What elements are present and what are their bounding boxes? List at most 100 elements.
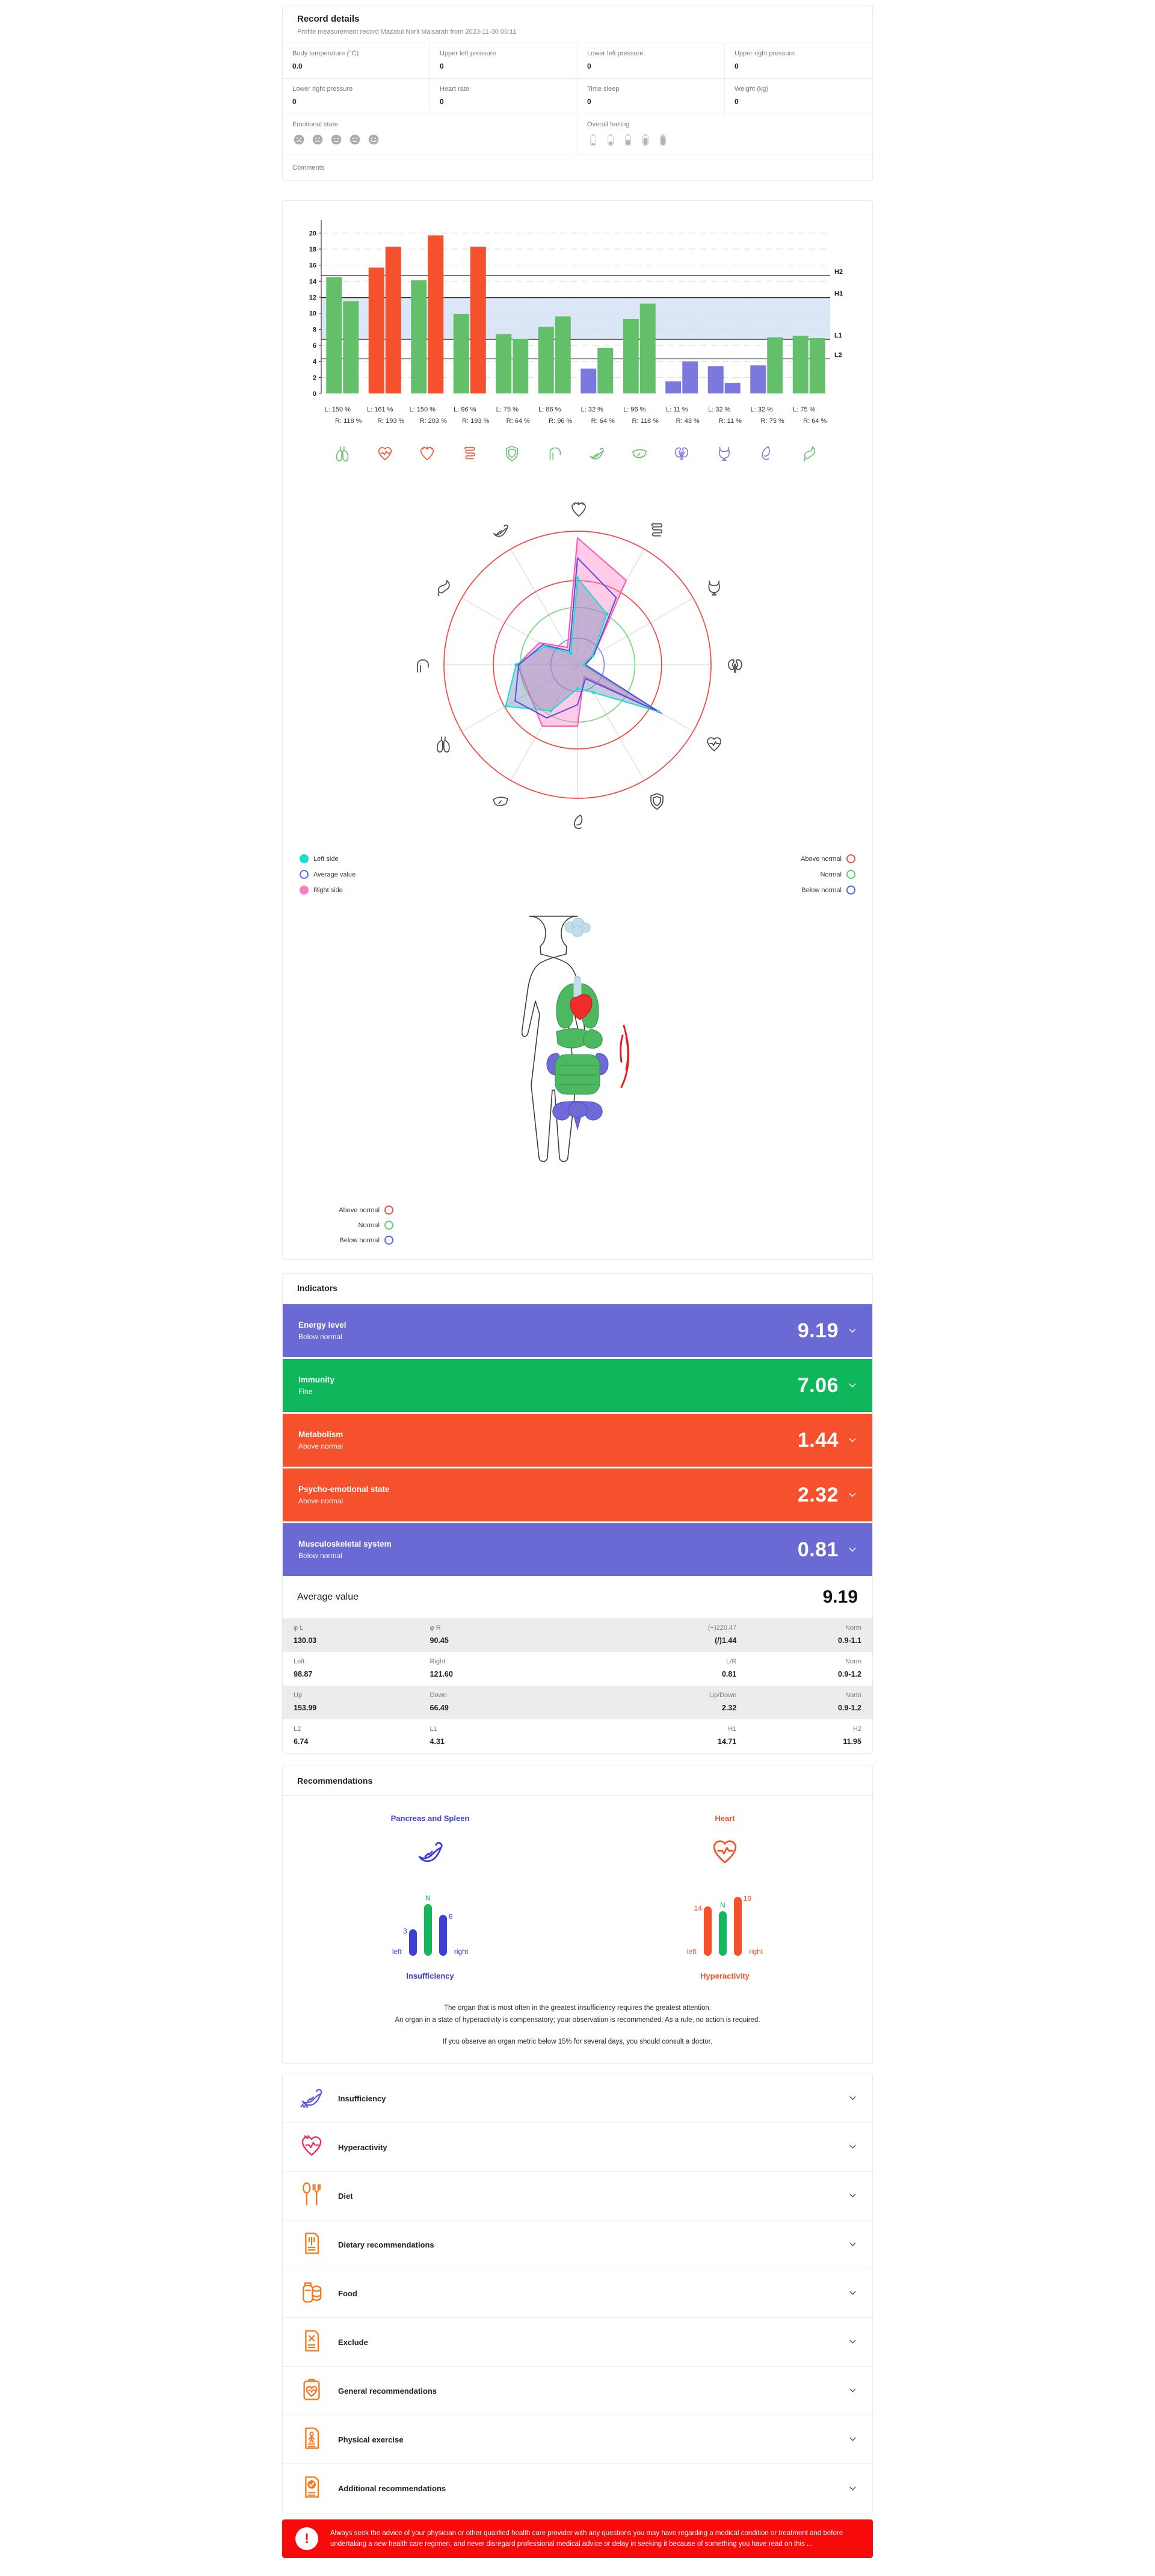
accordion-item-hyperactivity[interactable]: Hyperactivity bbox=[283, 2123, 872, 2172]
accordion-item-additional-recommendations[interactable]: Additional recommendations bbox=[283, 2464, 872, 2513]
chevron-down-icon[interactable] bbox=[849, 2337, 857, 2347]
accordion-item-insufficiency[interactable]: Insufficiency bbox=[283, 2074, 872, 2124]
indicator-row-immunity[interactable]: Immunity Fine 7.06 bbox=[283, 1359, 872, 1412]
svg-text:R: 96 %: R: 96 % bbox=[549, 418, 572, 425]
recommendation-organ-column: Pancreas and Spleen left 3 N 6 right Insuffici… bbox=[283, 1814, 578, 1980]
indicator-row-psycho-emotional-state[interactable]: Psycho-emotional state Above normal 2.32 bbox=[283, 1468, 872, 1521]
battery-60-icon[interactable] bbox=[622, 133, 634, 147]
mini-chart-caption: Insufficiency bbox=[406, 1971, 454, 1980]
record-field: Upper right pressure 0 bbox=[725, 43, 872, 79]
field-value: 0 bbox=[587, 62, 591, 70]
chevron-down-icon[interactable] bbox=[848, 1437, 857, 1443]
liver-icon bbox=[630, 445, 648, 466]
organ-name: Pancreas and Spleen bbox=[390, 1814, 470, 1823]
svg-text:L: 150 %: L: 150 % bbox=[410, 406, 436, 413]
accordion-label: Diet bbox=[338, 2191, 353, 2201]
indicator-status: Below normal bbox=[298, 1333, 342, 1341]
accordion-item-dietary-recommendations[interactable]: Dietary recommendations bbox=[283, 2220, 872, 2270]
legend-label: Below normal bbox=[801, 886, 842, 894]
lungs-axis-icon bbox=[436, 736, 450, 753]
accordion-item-general-recommendations[interactable]: General recommendations bbox=[283, 2367, 872, 2416]
emotional-state-label: Emotional state bbox=[292, 121, 338, 128]
chevron-down-icon[interactable] bbox=[848, 1547, 857, 1553]
chevron-down-icon[interactable] bbox=[849, 2239, 857, 2250]
field-label: Heart rate bbox=[440, 85, 469, 93]
svg-text:L: 75 %: L: 75 % bbox=[793, 406, 816, 413]
battery-100-icon[interactable] bbox=[657, 133, 669, 147]
face-very-sad-icon[interactable] bbox=[292, 133, 306, 146]
chevron-down-icon[interactable] bbox=[849, 2142, 857, 2152]
table-cell: Up/Down 2.32 bbox=[566, 1692, 736, 1712]
bar-value-label: 19 bbox=[743, 1894, 752, 1903]
battery-40-icon[interactable] bbox=[605, 133, 617, 147]
blue-outline-swatch-icon bbox=[846, 886, 855, 895]
accordion-item-diet[interactable]: Diet bbox=[283, 2172, 872, 2221]
legend-label: Right side bbox=[313, 886, 343, 894]
chevron-down-icon[interactable] bbox=[848, 1492, 857, 1498]
accordion-label: Dietary recommendations bbox=[338, 2240, 434, 2249]
average-value-number: 9.19 bbox=[822, 1587, 858, 1607]
colon-icon bbox=[546, 445, 564, 466]
liver-organ bbox=[556, 1028, 588, 1049]
face-neutral-icon[interactable] bbox=[330, 133, 343, 146]
stomach-axis-icon bbox=[437, 580, 450, 596]
cell-label: Up/Down bbox=[709, 1692, 737, 1699]
chevron-down-icon[interactable] bbox=[848, 1328, 857, 1334]
indicator-label: Musculoskeletal system bbox=[298, 1539, 392, 1548]
svg-text:R: 64 %: R: 64 % bbox=[803, 418, 827, 425]
legend-item: Below normal bbox=[303, 1236, 393, 1245]
cutlery-icon bbox=[298, 2181, 325, 2211]
cell-value: (/)1.44 bbox=[715, 1636, 737, 1645]
indicator-row-musculoskeletal-system[interactable]: Musculoskeletal system Below normal 0.81 bbox=[283, 1523, 872, 1576]
gallbladder-axis-icon bbox=[574, 815, 583, 830]
record-details-subtitle: Profile measurement record Mazatul Norli… bbox=[297, 28, 517, 35]
chevron-down-icon[interactable] bbox=[849, 2434, 857, 2445]
chevron-down-icon[interactable] bbox=[849, 2483, 857, 2494]
right-word-label: right bbox=[748, 1947, 763, 1956]
table-cell: Norm 0.9-1.2 bbox=[736, 1658, 861, 1678]
legend-item: Right side bbox=[300, 886, 356, 895]
chevron-down-icon[interactable] bbox=[849, 2385, 857, 2396]
kidneys-icon bbox=[673, 445, 691, 466]
indicator-row-metabolism[interactable]: Metabolism Above normal 1.44 bbox=[283, 1414, 872, 1467]
chevron-down-icon[interactable] bbox=[849, 2288, 857, 2299]
bladder-icon bbox=[715, 445, 733, 466]
organ-name: Heart bbox=[715, 1814, 735, 1823]
face-happy-icon[interactable] bbox=[367, 133, 380, 146]
field-value: 0 bbox=[735, 97, 739, 106]
battery-80-icon[interactable] bbox=[639, 133, 651, 147]
svg-text:R: 64 %: R: 64 % bbox=[507, 418, 530, 425]
svg-text:8: 8 bbox=[313, 326, 316, 333]
svg-text:10: 10 bbox=[309, 310, 316, 318]
accordion-item-exclude[interactable]: Exclude bbox=[283, 2318, 872, 2367]
overall-feeling-rating[interactable] bbox=[587, 133, 863, 147]
bladder-axis-icon bbox=[708, 581, 720, 596]
recommendations-title: Recommendations bbox=[297, 1776, 373, 1786]
battery-20-icon[interactable] bbox=[587, 133, 599, 147]
chevron-down-icon[interactable] bbox=[849, 2093, 857, 2104]
chevron-down-icon[interactable] bbox=[849, 2190, 857, 2201]
recommendation-accordion: Insufficiency Hyperactivity Diet Dietary re… bbox=[282, 2074, 873, 2514]
accordion-item-food[interactable]: Food bbox=[283, 2269, 872, 2319]
face-slight-smile-icon[interactable] bbox=[348, 133, 362, 146]
accordion-item-physical-exercise[interactable]: Physical exercise bbox=[283, 2415, 872, 2465]
emotional-state-rating[interactable] bbox=[292, 133, 567, 146]
lungs-icon bbox=[333, 445, 351, 466]
doc-x-icon bbox=[298, 2328, 325, 2357]
face-sad-icon[interactable] bbox=[311, 133, 324, 146]
field-label: Weight (kg) bbox=[735, 85, 769, 93]
left-word-label: left bbox=[686, 1947, 697, 1956]
mini-bar: N bbox=[424, 1894, 432, 1956]
record-field: Heart rate 0 bbox=[430, 79, 578, 114]
chevron-down-icon[interactable] bbox=[848, 1382, 857, 1388]
indicator-row-energy-level[interactable]: Energy level Below normal 9.19 bbox=[283, 1304, 872, 1357]
field-value: 0 bbox=[735, 62, 739, 70]
svg-text:L: 86 %: L: 86 % bbox=[538, 406, 561, 413]
legend-item: Normal bbox=[821, 870, 855, 879]
pancreas-axis-icon bbox=[493, 524, 508, 537]
heart-axis-icon bbox=[707, 737, 722, 751]
pancreas-down-icon bbox=[298, 2084, 325, 2113]
indicator-label: Psycho-emotional state bbox=[298, 1485, 390, 1494]
table-row: Up 153.99 Down 66.49 Up/Down 2.32 Norm 0.9-1.2 bbox=[283, 1686, 872, 1719]
svg-text:0: 0 bbox=[313, 390, 316, 398]
